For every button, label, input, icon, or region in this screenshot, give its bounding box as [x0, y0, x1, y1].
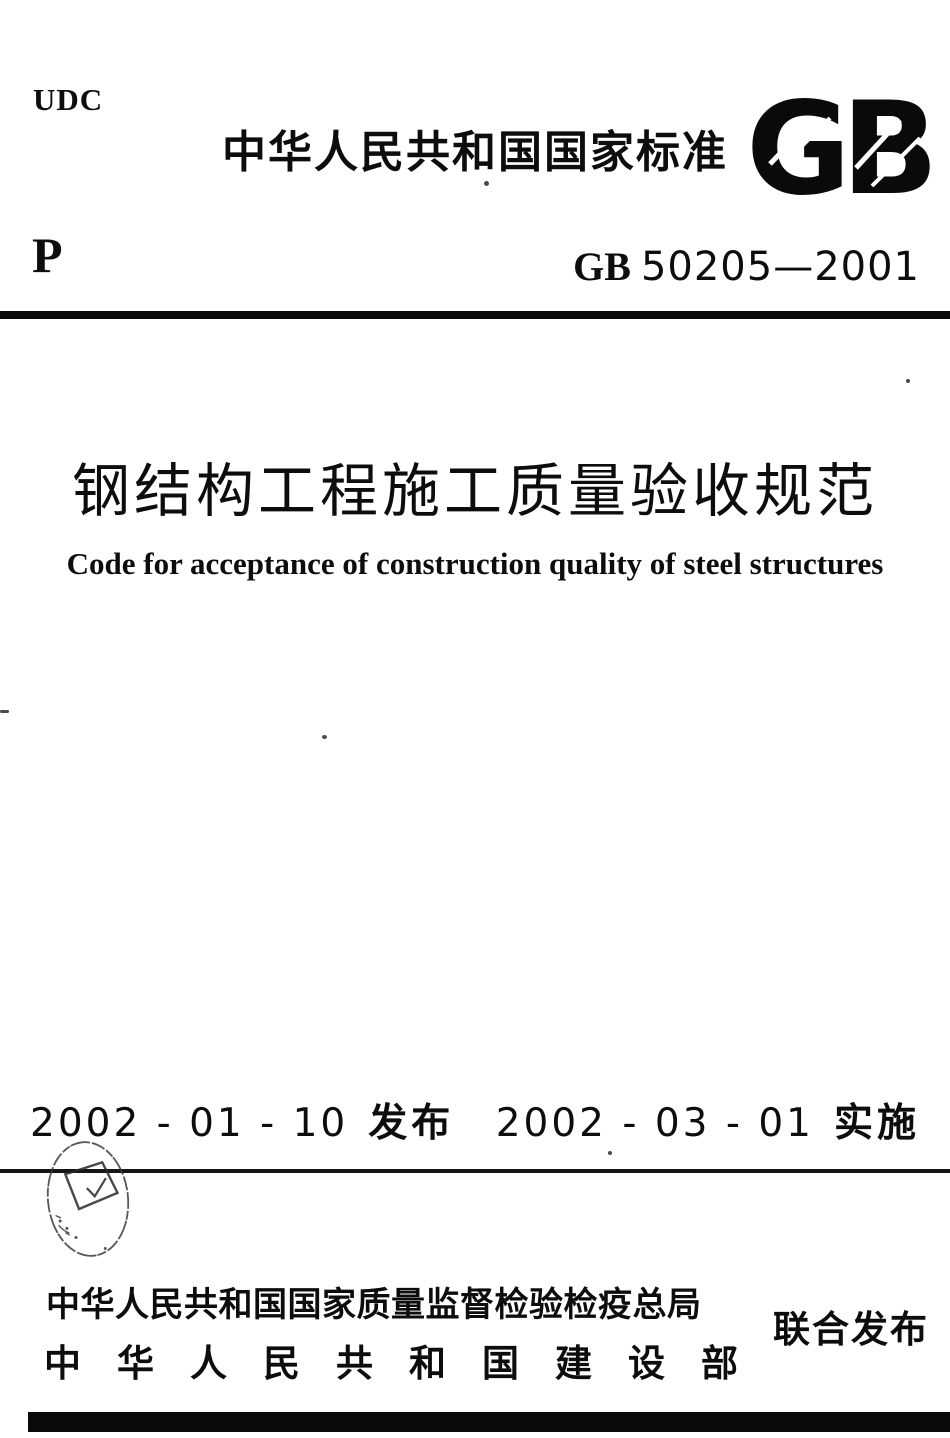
library-stamp-icon — [46, 1141, 130, 1257]
gb-standard-logo-icon: GB — [752, 90, 938, 208]
bottom-divider-rule — [0, 1169, 950, 1173]
scan-artifact-dot — [484, 181, 489, 186]
joint-issue-label: 联合发布 — [773, 1309, 929, 1350]
issue-label: 发布 — [368, 1102, 455, 1145]
bottom-edge-bar — [28, 1412, 950, 1432]
standard-title-english: Code for acceptance of construction qual… — [66, 546, 884, 581]
standard-title-chinese: 钢结构工程施工质量验收规范 — [71, 459, 878, 524]
implementation-date: 2002 - 03 - 01 — [495, 1101, 814, 1146]
standard-number: GB 50205—2001 — [573, 243, 920, 290]
scan-artifact-dot — [906, 379, 910, 383]
scan-artifact-dot — [322, 735, 327, 739]
document-class-label: P — [32, 227, 63, 283]
page-title: 中华人民共和国国家标准 — [222, 128, 728, 177]
date-row: 2002 - 01 - 10 发布 2002 - 03 - 01 实施 — [0, 1092, 950, 1146]
top-divider-rule — [0, 311, 950, 319]
publisher-line-2: 中 华 人 民 共 和 国 建 设 部 — [44, 1343, 738, 1384]
scan-artifact-dot — [608, 1151, 612, 1155]
udc-label: UDC — [33, 82, 104, 117]
implementation-date-group: 2002 - 03 - 01 实施 — [496, 1092, 920, 1148]
issue-date: 2002 - 01 - 10 — [30, 1101, 349, 1146]
implementation-label: 实施 — [833, 1102, 920, 1145]
standard-number-prefix: GB — [573, 244, 631, 289]
standard-number-value: 50205—2001 — [640, 244, 920, 290]
publisher-line-1: 中华人民共和国国家质量监督检验检疫总局 — [46, 1286, 702, 1324]
scan-artifact-dash — [0, 710, 9, 713]
gb-logo-text: GB — [752, 90, 930, 208]
issue-date-group: 2002 - 01 - 10 发布 — [30, 1092, 454, 1148]
